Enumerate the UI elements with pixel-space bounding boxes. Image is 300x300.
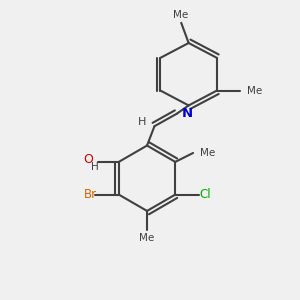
Text: N: N [182, 106, 193, 120]
Text: O: O [83, 153, 93, 166]
Text: H: H [91, 162, 99, 172]
Text: Cl: Cl [200, 188, 212, 201]
Text: Me: Me [247, 85, 262, 96]
Text: Br: Br [84, 188, 97, 201]
Text: Me: Me [173, 11, 188, 20]
Text: Me: Me [200, 148, 215, 158]
Text: H: H [138, 117, 146, 127]
Text: Me: Me [140, 233, 155, 243]
